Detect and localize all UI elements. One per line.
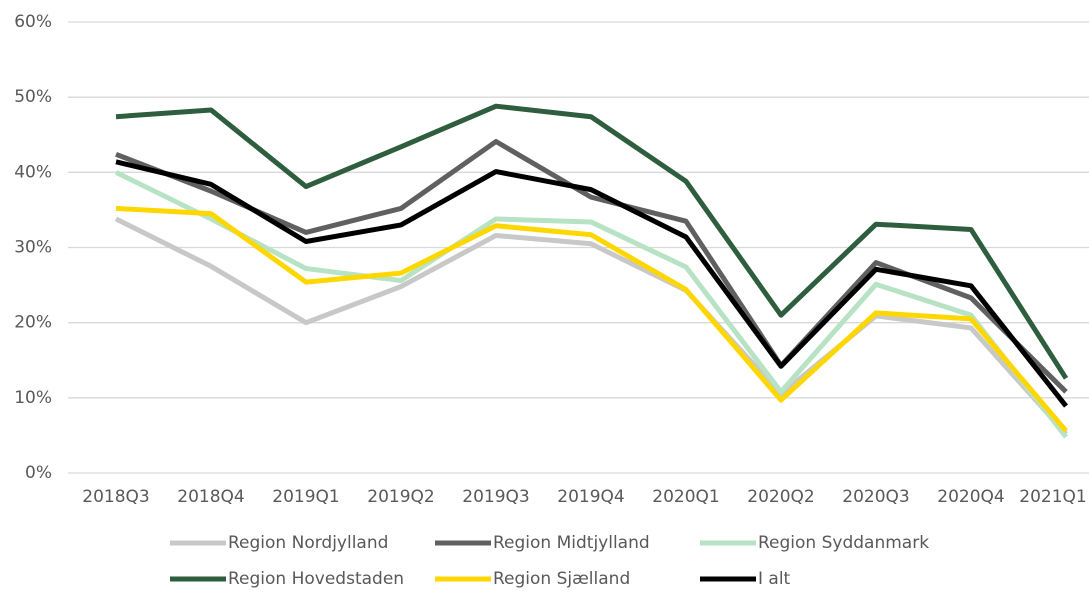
x-tick-label: 2020Q1 [652, 487, 719, 507]
legend-label: Region Syddanmark [758, 533, 929, 553]
legend-label: Region Sjælland [493, 569, 630, 589]
x-tick-label: 2019Q1 [272, 487, 339, 507]
y-tick-label: 40% [14, 162, 52, 182]
x-tick-label: 2018Q3 [82, 487, 149, 507]
x-tick-label: 2021Q1 [1019, 487, 1086, 507]
legend-label: I alt [758, 569, 791, 589]
legend-label: Region Midtjylland [493, 533, 650, 553]
series-line [114, 216, 1068, 436]
series-line [115, 205, 1068, 433]
x-tick-label: 2019Q4 [557, 487, 624, 507]
series-line [115, 103, 1069, 380]
legend-label: Region Hovedstaden [228, 569, 404, 589]
series-line [114, 170, 1068, 439]
x-tick-label: 2019Q2 [367, 487, 434, 507]
y-tick-label: 10% [14, 388, 52, 408]
x-tick-label: 2020Q2 [747, 487, 814, 507]
series-line [115, 159, 1068, 408]
y-tick-label: 60% [14, 12, 52, 32]
legend-label: Region Nordjylland [228, 533, 388, 553]
series-line [115, 139, 1068, 394]
y-tick-label: 0% [25, 463, 52, 483]
y-tick-label: 50% [14, 87, 52, 107]
x-tick-label: 2018Q4 [177, 487, 244, 507]
y-tick-label: 20% [14, 313, 52, 333]
x-tick-label: 2020Q4 [937, 487, 1004, 507]
x-tick-label: 2019Q3 [462, 487, 529, 507]
y-tick-label: 30% [14, 238, 52, 258]
x-tick-label: 2020Q3 [842, 487, 909, 507]
